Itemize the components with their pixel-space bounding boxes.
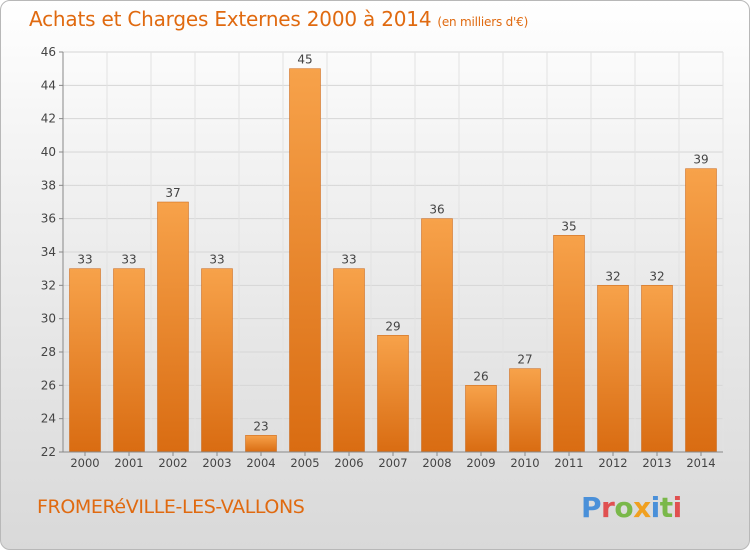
proxiti-logo[interactable]: Proxiti (581, 491, 682, 524)
y-tick-label: 42 (41, 112, 56, 126)
y-tick-label: 38 (41, 178, 56, 192)
x-tick-label: 2008 (422, 456, 451, 470)
bar-value-label: 26 (473, 369, 488, 383)
bar (509, 368, 541, 453)
x-tick-label: 2011 (554, 456, 583, 470)
x-tick-label: 2000 (70, 456, 99, 470)
x-tick-label: 2005 (290, 456, 319, 470)
bar-value-label: 23 (253, 419, 268, 433)
bar (377, 335, 409, 453)
brand-letter: r (601, 491, 615, 524)
brand-letter: P (581, 491, 602, 524)
bar (421, 218, 453, 453)
y-tick-label: 36 (41, 212, 56, 226)
bar (333, 268, 365, 453)
x-tick-label: 2006 (334, 456, 363, 470)
x-tick-label: 2003 (202, 456, 231, 470)
x-tick-label: 2009 (466, 456, 495, 470)
commune-name: FROMERéVILLE-LES-VALLONS (37, 496, 305, 518)
bar-value-label: 33 (209, 253, 224, 267)
bar (69, 268, 101, 453)
y-tick-label: 34 (41, 245, 56, 259)
x-tick-label: 2004 (246, 456, 275, 470)
bar-value-label: 33 (77, 253, 92, 267)
bar (553, 235, 585, 453)
bar (597, 285, 629, 453)
bar-value-label: 32 (605, 269, 620, 283)
y-tick-label: 24 (41, 412, 56, 426)
brand-letter: o (614, 491, 634, 524)
x-tick-label: 2014 (686, 456, 715, 470)
brand-letter: t (659, 491, 673, 524)
bar-value-label: 29 (385, 319, 400, 333)
y-tick-label: 28 (41, 345, 56, 359)
x-tick-label: 2010 (510, 456, 539, 470)
bar-value-label: 35 (561, 219, 576, 233)
chart-title-text: Achats et Charges Externes 2000 à 2014 (29, 7, 432, 31)
bar-value-label: 32 (649, 269, 664, 283)
bar-value-label: 39 (693, 153, 708, 167)
y-tick-label: 32 (41, 278, 56, 292)
bar-value-label: 33 (121, 253, 136, 267)
y-tick-label: 46 (41, 45, 56, 59)
y-tick-label: 22 (41, 445, 56, 459)
chart-subtitle: (en milliers d'€) (437, 15, 529, 29)
x-tick-label: 2002 (158, 456, 187, 470)
x-tick-label: 2012 (598, 456, 627, 470)
brand-letter: i (650, 491, 661, 524)
x-tick-label: 2001 (114, 456, 143, 470)
x-tick-label: 2007 (378, 456, 407, 470)
bar (685, 168, 717, 453)
bar (641, 285, 673, 453)
bar-value-label: 27 (517, 353, 532, 367)
bar-value-label: 45 (297, 53, 312, 67)
y-tick-label: 40 (41, 145, 56, 159)
brand-letter: i (672, 491, 683, 524)
bar (289, 68, 321, 453)
bar (245, 435, 277, 453)
brand-letter: x (633, 491, 651, 524)
bar-value-label: 36 (429, 203, 444, 217)
y-tick-label: 30 (41, 312, 56, 326)
bar (157, 201, 189, 453)
bar (465, 385, 497, 453)
chart-title: Achats et Charges Externes 2000 à 2014 (e… (29, 7, 528, 31)
y-tick-label: 26 (41, 378, 56, 392)
bar-value-label: 37 (165, 186, 180, 200)
bar-value-label: 33 (341, 253, 356, 267)
bar (113, 268, 145, 453)
bar (201, 268, 233, 453)
y-tick-label: 44 (41, 78, 56, 92)
x-tick-label: 2013 (642, 456, 671, 470)
